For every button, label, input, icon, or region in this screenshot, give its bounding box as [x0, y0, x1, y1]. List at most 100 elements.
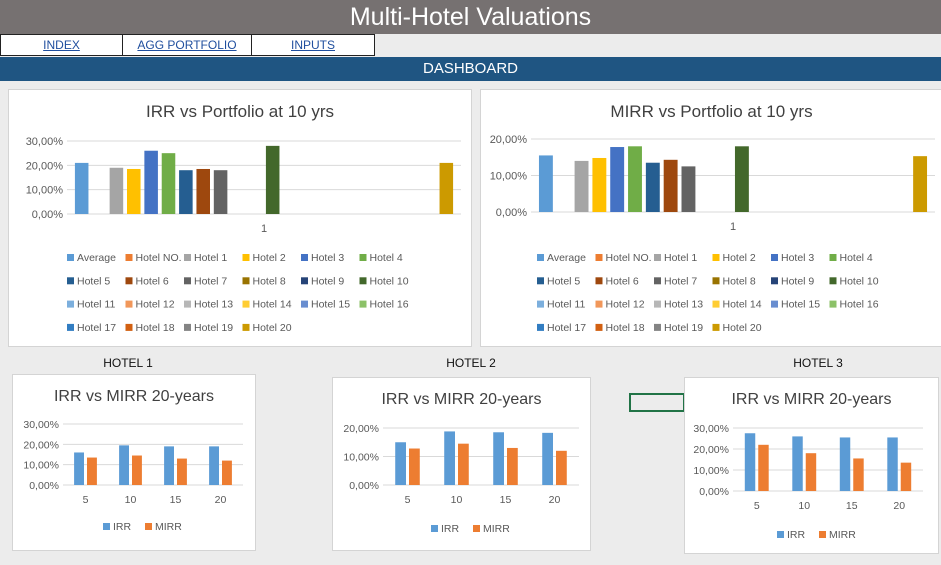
legend-label: Hotel 7: [664, 275, 697, 287]
bar-irr: [839, 437, 851, 491]
irr-portfolio-chart-panel[interactable]: IRR vs Portfolio at 10 yrs 0,00% 10,00% 20…: [8, 89, 472, 347]
legend-swatch: [431, 525, 438, 532]
legend-label: Hotel 8: [253, 275, 286, 287]
legend-swatch: [359, 277, 367, 285]
bar-hotel-4: [628, 146, 642, 212]
legend-label: Hotel 6: [606, 275, 639, 287]
legend-label: MIRR: [829, 529, 856, 541]
window-title: Multi-Hotel Valuations: [0, 0, 941, 34]
legend-swatch: [712, 254, 720, 261]
mirr-portfolio-chart-panel[interactable]: MIRR vs Portfolio at 10 yrs 0,00% 10,00% 2…: [480, 89, 941, 347]
legend-label: Hotel 16: [370, 299, 409, 311]
hotel-1-chart-panel[interactable]: IRR vs MIRR 20-years 0,00% 10,00% 20,00% 30…: [12, 374, 256, 551]
x-tick-label: 10: [451, 494, 463, 506]
legend-label: Hotel 20: [723, 322, 762, 334]
chart-title: MIRR vs Portfolio at 10 yrs: [610, 102, 813, 121]
hotel-2-label: HOTEL 2: [446, 356, 496, 370]
legend-label: Hotel 13: [664, 299, 703, 311]
hotel-1-label: HOTEL 1: [103, 356, 153, 370]
legend-label: Hotel 10: [370, 275, 409, 287]
legend-swatch: [67, 277, 74, 285]
legend-swatch: [184, 323, 191, 331]
y-tick-label: 0,00%: [29, 480, 59, 492]
bar-hotel-10: [734, 146, 749, 212]
selected-cell-outline[interactable]: [629, 393, 685, 412]
legend-swatch: [67, 300, 74, 308]
y-tick-label: 30,00%: [26, 136, 64, 148]
legend-swatch: [301, 300, 308, 308]
bar-irr: [744, 433, 756, 491]
legend-swatch: [301, 254, 308, 261]
hotel-3-irr-mirr-chart: 0,00% 10,00% 20,00% 30,00% 5 10 15 20 IRR MIRR: [693, 423, 923, 541]
legend-label: MIRR: [483, 523, 510, 535]
bar-hotel-6: [663, 159, 678, 212]
chart-title: IRR vs MIRR 20-years: [53, 388, 215, 405]
dashboard-header: DASHBOARD: [0, 57, 941, 81]
bar-hotel-2: [592, 157, 607, 212]
legend-swatch: [125, 300, 133, 308]
legend-label: Hotel 12: [606, 299, 645, 311]
legend-label: Hotel 3: [311, 252, 344, 264]
x-tick-label: 1: [730, 221, 736, 233]
legend-label: Hotel 14: [253, 299, 292, 311]
bar-mirr: [853, 458, 864, 491]
bar-hotel-6: [196, 168, 210, 214]
legend-label: Hotel 10: [840, 275, 879, 287]
legend-swatch: [829, 300, 837, 308]
legend-swatch: [654, 254, 661, 261]
legend-swatch: [125, 323, 133, 331]
legend-label: Hotel 12: [136, 299, 175, 311]
bar-mirr: [222, 460, 232, 485]
legend-swatch: [819, 531, 826, 538]
legend-swatch: [67, 323, 74, 331]
legend-swatch: [184, 300, 191, 308]
legend-label: Hotel 15: [311, 299, 350, 311]
legend-label: Hotel NO.: [136, 252, 182, 264]
legend-swatch: [242, 300, 250, 308]
y-tick-label: 10,00%: [693, 465, 729, 477]
legend-label: Hotel 2: [723, 252, 756, 264]
legend-swatch: [125, 254, 133, 261]
legend-swatch: [537, 323, 544, 331]
legend-swatch: [595, 277, 603, 285]
chart-title: IRR vs MIRR 20-years: [731, 391, 892, 408]
legend-label: Hotel 4: [840, 252, 873, 264]
legend-label: Hotel 13: [194, 299, 233, 311]
hotel-2-irr-mirr-chart: 0,00% 10,00% 20,00% 5 10 15 20 IRR MIRR: [343, 423, 579, 535]
legend-swatch: [712, 323, 720, 331]
x-tick-label: 15: [170, 494, 182, 506]
legend-swatch: [654, 277, 661, 285]
hotel-2-chart-panel[interactable]: IRR vs MIRR 20-years 0,00% 10,00% 20,00% 5 1…: [332, 377, 591, 551]
bar-mirr: [87, 457, 97, 485]
legend-swatch: [712, 300, 720, 308]
legend-swatch: [125, 277, 133, 285]
x-tick-label: 20: [893, 500, 905, 512]
legend-swatch: [473, 525, 480, 532]
hotel-3-chart-panel[interactable]: IRR vs MIRR 20-years 0,00% 10,00% 20,00% 30…: [684, 377, 939, 554]
legend-label: Hotel 17: [547, 322, 586, 334]
legend-label: Hotel 19: [664, 322, 703, 334]
bar-irr: [395, 442, 406, 485]
legend-label: Hotel 1: [664, 252, 697, 264]
legend-swatch: [654, 323, 661, 331]
y-tick-label: 20,00%: [23, 439, 59, 451]
bar-hotel-4: [161, 153, 176, 214]
legend-label: Hotel 11: [547, 299, 585, 311]
x-tick-label: 20: [549, 494, 561, 506]
bar-average: [538, 155, 553, 212]
y-tick-label: 30,00%: [23, 419, 59, 431]
bar-hotel-20: [439, 162, 454, 214]
y-tick-label: 20,00%: [343, 423, 379, 435]
legend-label: Hotel 19: [194, 322, 233, 334]
bar-irr: [493, 432, 504, 485]
bar-mirr: [507, 447, 518, 485]
nav-index-link[interactable]: INDEX: [0, 34, 123, 56]
legend-label: Hotel 11: [77, 299, 115, 311]
bar-average: [74, 162, 89, 214]
bar-irr: [119, 445, 129, 485]
bar-hotel-10: [265, 145, 280, 214]
nav-inputs-link[interactable]: INPUTS: [251, 34, 375, 56]
bar-irr: [74, 452, 84, 485]
nav-agg-portfolio-link[interactable]: AGG PORTFOLIO: [122, 34, 252, 56]
legend-swatch: [242, 277, 250, 285]
